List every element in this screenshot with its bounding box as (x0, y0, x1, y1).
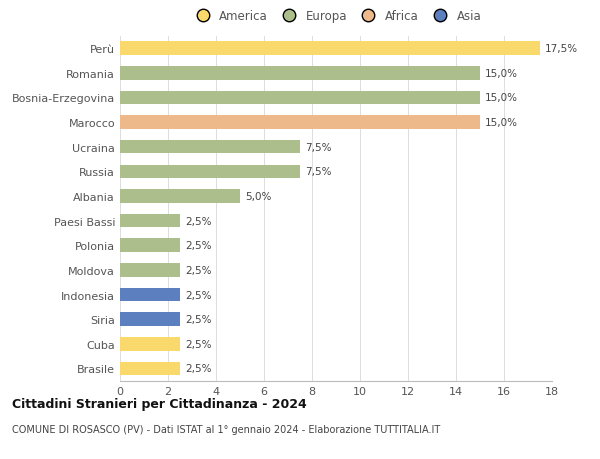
Text: 15,0%: 15,0% (485, 93, 518, 103)
Legend: America, Europa, Africa, Asia: America, Europa, Africa, Asia (186, 5, 486, 28)
Text: 2,5%: 2,5% (185, 241, 211, 251)
Bar (120, 214, 180, 228)
Bar (120, 190, 240, 203)
Bar (120, 140, 300, 154)
Text: 15,0%: 15,0% (485, 118, 518, 128)
Text: COMUNE DI ROSASCO (PV) - Dati ISTAT al 1° gennaio 2024 - Elaborazione TUTTITALIA: COMUNE DI ROSASCO (PV) - Dati ISTAT al 1… (12, 425, 440, 435)
Text: 5,0%: 5,0% (245, 191, 271, 202)
Bar (120, 239, 180, 252)
Bar (120, 91, 480, 105)
Text: 17,5%: 17,5% (545, 44, 578, 54)
Bar (120, 116, 480, 129)
Bar (120, 165, 300, 179)
Text: 2,5%: 2,5% (185, 290, 211, 300)
Bar (120, 288, 180, 302)
Text: 2,5%: 2,5% (185, 364, 211, 374)
Bar (120, 337, 180, 351)
Text: 2,5%: 2,5% (185, 265, 211, 275)
Bar (120, 313, 180, 326)
Bar (120, 67, 480, 80)
Text: 7,5%: 7,5% (305, 167, 331, 177)
Text: 2,5%: 2,5% (185, 216, 211, 226)
Text: 7,5%: 7,5% (305, 142, 331, 152)
Bar (120, 362, 180, 375)
Bar (120, 263, 180, 277)
Bar (120, 42, 540, 56)
Text: 2,5%: 2,5% (185, 314, 211, 325)
Text: 2,5%: 2,5% (185, 339, 211, 349)
Text: 15,0%: 15,0% (485, 68, 518, 78)
Text: Cittadini Stranieri per Cittadinanza - 2024: Cittadini Stranieri per Cittadinanza - 2… (12, 397, 307, 410)
